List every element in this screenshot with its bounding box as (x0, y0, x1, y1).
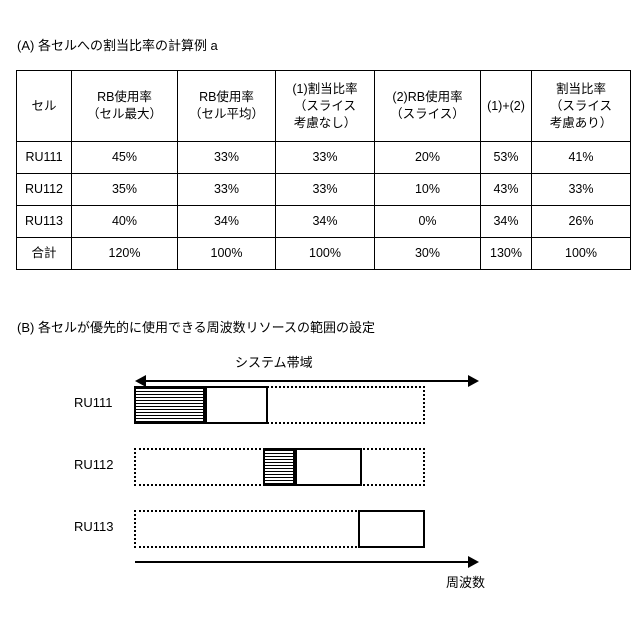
column-header-alloc-ratio-with-slice: 割当比率 （スライス 考慮あり） (531, 70, 631, 142)
band-row-label: RU111 (74, 395, 113, 410)
arrow-shaft (135, 561, 468, 563)
arrow-shaft (141, 380, 473, 382)
header-line: （スライス (549, 98, 613, 113)
table-cell: RU113 (16, 205, 72, 238)
table-cell: 100% (177, 237, 276, 270)
column-header-rb-usage-max: RB使用率 （セル最大） (71, 70, 178, 142)
table-cell: RU111 (16, 141, 72, 174)
section-a-title: (A) 各セルへの割当比率の計算例 a (17, 38, 218, 53)
table-cell: 0% (374, 205, 481, 238)
system-bandwidth-label: システム帯域 (235, 355, 313, 370)
column-header-rb-usage-avg: RB使用率 （セル平均） (177, 70, 276, 142)
table-row: RU112 35% 33% 33% 10% 43% 33% (16, 173, 631, 206)
band-track (134, 386, 425, 424)
arrow-head-right-icon (468, 556, 479, 568)
header-line: 考慮あり） (549, 115, 613, 130)
band-row-ru111: RU111 (0, 386, 640, 424)
header-line: 考慮なし） (293, 115, 357, 130)
table-row: RU113 40% 34% 34% 0% 34% 26% (16, 205, 631, 238)
table-cell: 35% (71, 173, 178, 206)
column-header-cell: セル (16, 70, 72, 142)
header-line: (1)割当比率 (292, 81, 358, 96)
column-header-rb-usage-slice: (2)RB使用率 （スライス） (374, 70, 481, 142)
band-track (134, 510, 425, 548)
allocation-ratio-table: セル RB使用率 （セル最大） RB使用率 （セル平均） (1)割当比率 （スラ… (16, 70, 631, 270)
frequency-axis-label: 周波数 (446, 575, 486, 590)
system-bandwidth-double-arrow-icon (135, 375, 479, 387)
table-row-total: 合計 120% 100% 100% 30% 130% 100% (16, 237, 631, 270)
header-line: 割当比率 (555, 81, 606, 96)
header-line: （スライス (293, 98, 357, 113)
header-line: セル (31, 98, 57, 113)
band-solid-block (205, 386, 268, 424)
section-b-title: (B) 各セルが優先的に使用できる周波数リソースの範囲の設定 (17, 320, 376, 335)
table-cell: 20% (374, 141, 481, 174)
column-header-alloc-ratio-no-slice: (1)割当比率 （スライス 考慮なし） (275, 70, 375, 142)
table-cell: 33% (177, 173, 276, 206)
table-cell: 33% (275, 173, 375, 206)
table-cell: 26% (531, 205, 631, 238)
frequency-resource-range-diagram: システム帯域 RU111 RU112 RU113 周波数 (0, 348, 640, 598)
table-cell: 130% (480, 237, 532, 270)
band-track (134, 448, 425, 486)
header-line: RB使用率 (199, 90, 254, 104)
table-cell: 33% (177, 141, 276, 174)
table-cell: 合計 (16, 237, 72, 270)
table-cell: 33% (275, 141, 375, 174)
table-cell: 34% (177, 205, 276, 238)
band-hatched-block (262, 448, 295, 486)
band-row-ru112: RU112 (0, 448, 640, 486)
band-hatched-block (134, 386, 205, 424)
band-row-label: RU113 (74, 519, 114, 534)
arrow-head-left-icon (135, 375, 146, 387)
band-row-label: RU112 (74, 457, 114, 472)
table-cell: 34% (275, 205, 375, 238)
table-cell: 45% (71, 141, 178, 174)
header-line: （セル平均） (188, 107, 264, 121)
header-line: (1)+(2) (487, 98, 525, 113)
table-cell: 100% (531, 237, 631, 270)
table-cell: 41% (531, 141, 631, 174)
table-cell: 10% (374, 173, 481, 206)
table-cell: 120% (71, 237, 178, 270)
header-line: （スライス） (390, 107, 465, 121)
header-line: RB使用率 (97, 90, 152, 104)
band-solid-block (357, 510, 425, 548)
table-cell: 43% (480, 173, 532, 206)
table-cell: 40% (71, 205, 178, 238)
table-cell: 53% (480, 141, 532, 174)
header-line: （セル最大） (86, 107, 162, 121)
table-header-row: セル RB使用率 （セル最大） RB使用率 （セル平均） (1)割当比率 （スラ… (16, 70, 631, 142)
arrow-head-right-icon (468, 375, 479, 387)
frequency-axis-arrow-icon (135, 556, 479, 568)
column-header-sum: (1)+(2) (480, 70, 532, 142)
table-cell: 30% (374, 237, 481, 270)
table-cell: RU112 (16, 173, 72, 206)
table-row: RU111 45% 33% 33% 20% 53% 41% (16, 141, 631, 174)
table-cell: 34% (480, 205, 532, 238)
table-cell: 33% (531, 173, 631, 206)
band-solid-block (294, 448, 362, 486)
table-cell: 100% (275, 237, 375, 270)
header-line: (2)RB使用率 (392, 90, 463, 104)
band-row-ru113: RU113 (0, 510, 640, 548)
